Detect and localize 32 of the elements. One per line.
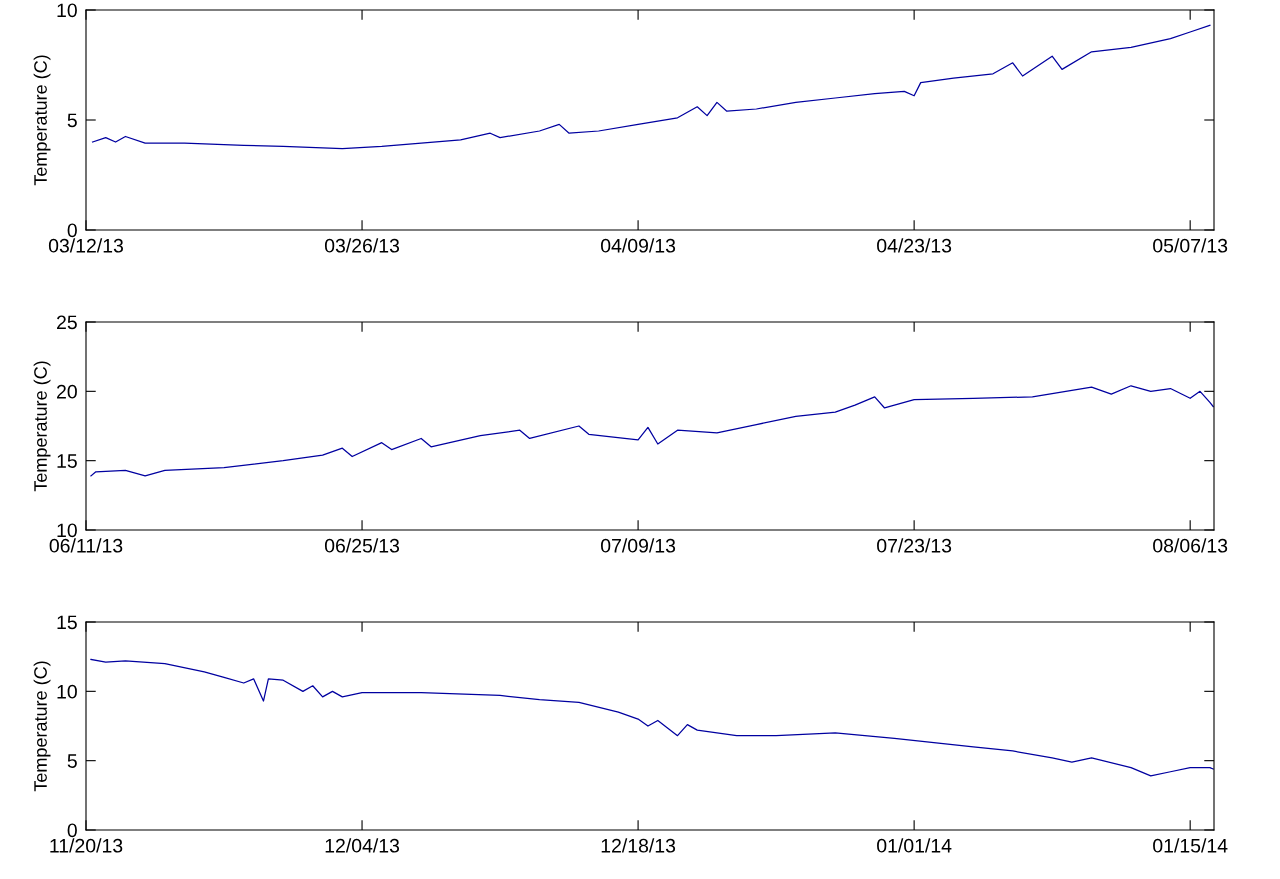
y-tick-label: 10 bbox=[57, 523, 77, 538]
x-tick-label: 07/09/13 bbox=[601, 538, 676, 553]
y-tick-label: 5 bbox=[67, 754, 77, 768]
y-tick-label: 10 bbox=[57, 684, 77, 699]
y-tick-label: 5 bbox=[67, 113, 77, 128]
line-series bbox=[91, 24, 1211, 150]
line-series bbox=[90, 385, 1214, 477]
x-tick-label: 01/15/14 bbox=[1153, 838, 1228, 853]
y-tick-label: 15 bbox=[57, 615, 77, 630]
x-tick-label: 12/18/13 bbox=[601, 838, 676, 853]
y-tick-label: 10 bbox=[57, 3, 77, 18]
x-tick-label: 07/23/13 bbox=[877, 538, 952, 553]
y-tick-label: 0 bbox=[67, 223, 77, 238]
x-tick-label: 03/26/13 bbox=[324, 238, 400, 253]
y-axis-title: Temperature (C) bbox=[33, 361, 51, 492]
x-tick-label: 04/23/13 bbox=[877, 238, 952, 253]
line-series bbox=[90, 658, 1214, 777]
x-tick-label: 05/07/13 bbox=[1153, 238, 1228, 253]
x-tick-label: 06/11/13 bbox=[49, 538, 123, 553]
x-tick-label: 01/01/14 bbox=[877, 838, 952, 853]
x-tick-label: 04/09/13 bbox=[601, 238, 676, 253]
y-axis-title: Temperature (C) bbox=[33, 661, 51, 792]
y-tick-label: 25 bbox=[57, 315, 77, 330]
x-tick-label: 03/12/13 bbox=[48, 238, 123, 253]
y-tick-label: 20 bbox=[57, 384, 77, 399]
x-tick-label: 12/04/13 bbox=[325, 838, 400, 853]
y-tick-label: 15 bbox=[57, 454, 77, 468]
x-tick-label: 06/25/13 bbox=[324, 538, 400, 553]
y-tick-label: 0 bbox=[67, 823, 77, 838]
x-tick-label: 11/20/13 bbox=[50, 838, 123, 853]
y-axis-title: Temperature (C) bbox=[33, 55, 51, 186]
x-tick-label: 08/06/13 bbox=[1153, 538, 1228, 553]
